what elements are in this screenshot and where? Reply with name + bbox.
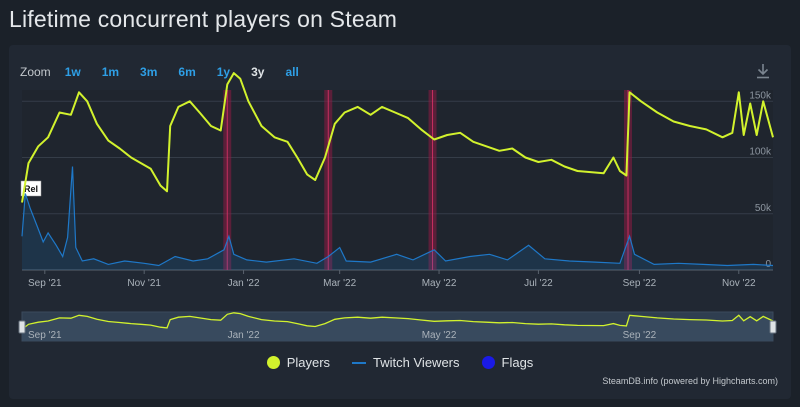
zoom-1m-button[interactable]: 1m	[101, 65, 120, 79]
zoom-1w-button[interactable]: 1w	[64, 65, 81, 79]
legend-item-flags[interactable]: Flags	[481, 355, 534, 370]
legend-item-twitch-viewers[interactable]: Twitch Viewers	[352, 355, 460, 370]
legend-label-twitch-viewers: Twitch Viewers	[373, 355, 460, 370]
zoom-label: Zoom	[20, 65, 51, 79]
chart-card	[9, 45, 791, 399]
credits[interactable]: SteamDB.info (powered by Highcharts.com)	[602, 376, 778, 386]
download-icon[interactable]	[754, 62, 772, 80]
flags-legend-marker	[481, 356, 495, 369]
zoom-all-button[interactable]: all	[285, 65, 299, 79]
zoom-6m-button[interactable]: 6m	[178, 65, 196, 79]
zoom-3m-button[interactable]: 3m	[140, 65, 158, 79]
twitch-legend-marker	[352, 361, 367, 364]
legend-label-flags: Flags	[501, 355, 534, 370]
legend: Players Twitch Viewers Flags	[0, 355, 800, 370]
legend-label-players: Players	[286, 355, 331, 370]
range-selector: Zoom 1w 1m 3m 6m 1y 3y all	[20, 64, 320, 80]
zoom-3y-button[interactable]: 3y	[251, 65, 265, 79]
legend-item-players[interactable]: Players	[266, 355, 331, 370]
page-title: Lifetime concurrent players on Steam	[9, 6, 398, 32]
players-legend-marker	[266, 356, 280, 369]
zoom-1y-button[interactable]: 1y	[216, 65, 231, 79]
